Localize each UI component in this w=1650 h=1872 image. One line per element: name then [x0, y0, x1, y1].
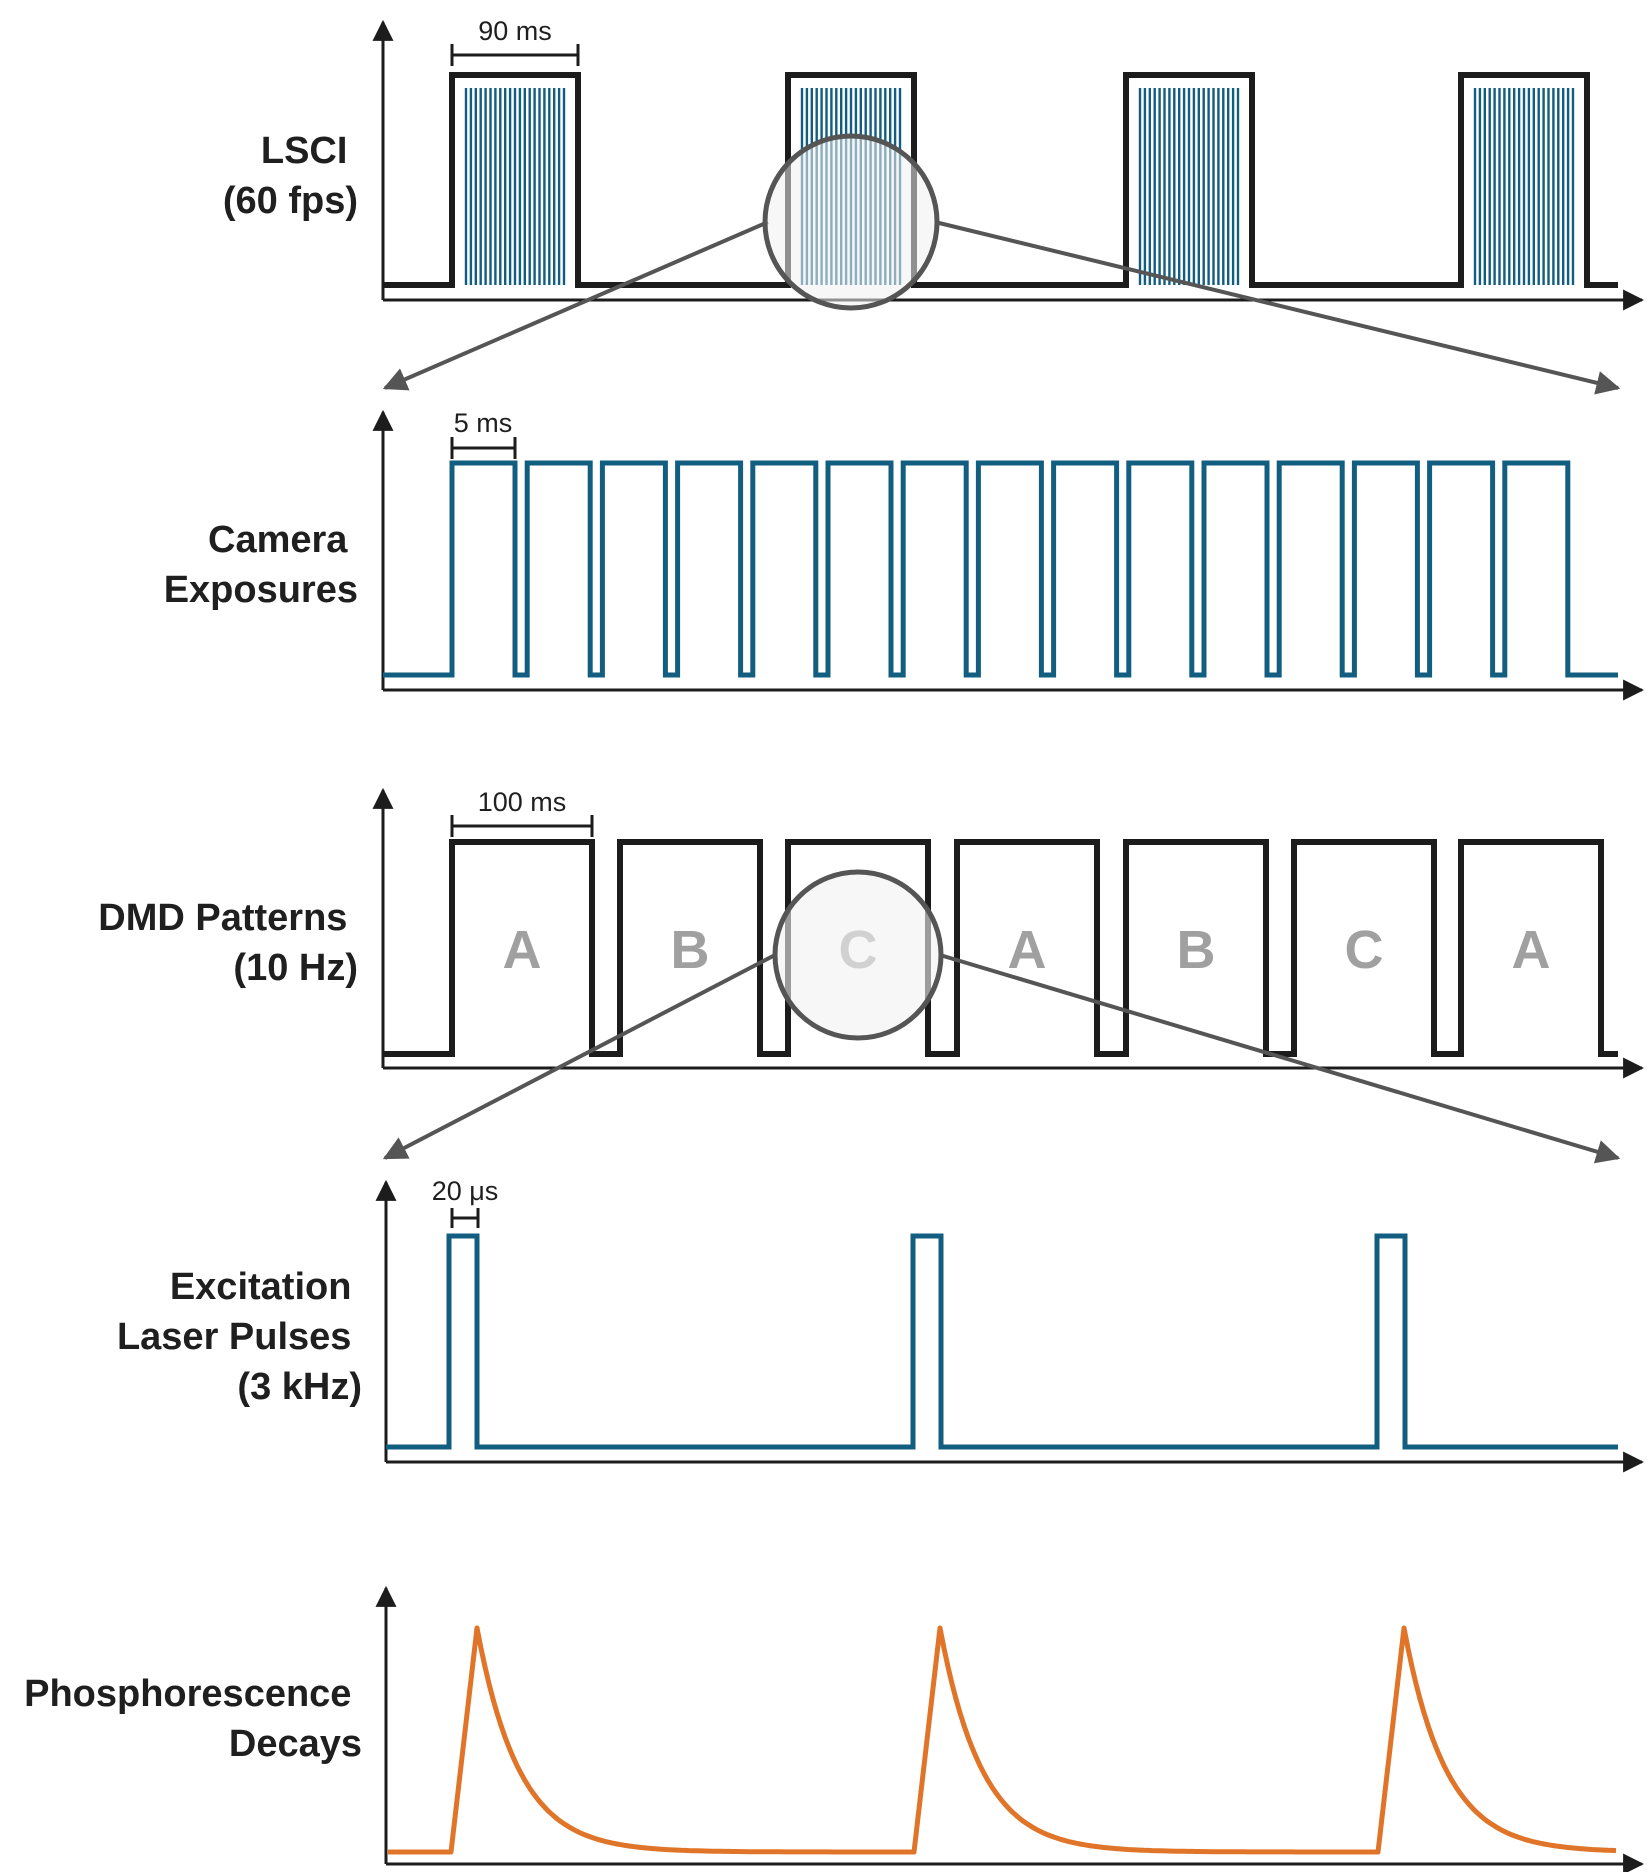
- dmd-pattern-c: C: [1345, 920, 1384, 980]
- zoom-dmd-to-laser: [382, 869, 1621, 1164]
- phosphorescence-axes: [375, 1585, 1645, 1872]
- lsci-fringe-block: [464, 88, 566, 285]
- lsci-row: LSCI (60 fps) 90 ms: [223, 16, 1645, 311]
- dmd-pattern-a: A: [1008, 920, 1047, 980]
- dmd-pattern-a: A: [1512, 920, 1551, 980]
- lsci-scale-bar: 90 ms: [450, 16, 580, 66]
- dmd-waveform: [383, 839, 1618, 1057]
- lsci-label: LSCI (60 fps): [223, 130, 358, 222]
- dmd-scale-bar: 100 ms: [450, 787, 594, 837]
- camera-waveform: [383, 460, 1618, 678]
- laser-axes: [375, 1179, 1645, 1473]
- dmd-row: DMD Patterns (10 Hz) ABCABCA 100 ms: [98, 787, 1645, 1079]
- dmd-magnifier-circle: [772, 869, 944, 1041]
- phosphorescence-label: Phosphorescence Decays: [24, 1673, 362, 1765]
- camera-row: Camera Exposures 5 ms: [164, 408, 1645, 701]
- dmd-pattern-b: B: [1177, 920, 1216, 980]
- dmd-label: DMD Patterns (10 Hz): [98, 897, 358, 989]
- dmd-pattern-letters: ABCABCA: [503, 920, 1551, 980]
- phosphorescence-row: Phosphorescence Decays: [24, 1585, 1645, 1872]
- camera-scale-bar: 5 ms: [450, 408, 517, 459]
- lsci-fringe-block: [1138, 88, 1240, 285]
- dmd-pattern-b: B: [671, 920, 710, 980]
- phosphorescence-waveform: [388, 1625, 1617, 1855]
- camera-label: Camera Exposures: [164, 519, 358, 611]
- zoom-lsci-to-camera: [382, 133, 1621, 395]
- camera-scale-label: 5 ms: [454, 408, 513, 438]
- lsci-scale-label: 90 ms: [478, 16, 552, 46]
- dmd-axes: [372, 787, 1645, 1079]
- laser-scale-bar: 20 μs: [432, 1176, 499, 1228]
- lsci-waveform: [383, 72, 1618, 288]
- laser-waveform: [386, 1233, 1618, 1450]
- camera-axes: [372, 409, 1645, 701]
- dmd-scale-label: 100 ms: [478, 787, 567, 817]
- lsci-fringe-block: [1473, 88, 1575, 285]
- laser-row: Excitation Laser Pulses (3 kHz) 20 μs: [117, 1176, 1645, 1473]
- lsci-exposure-fringes: [464, 88, 1575, 285]
- lsci-magnifier-circle: [762, 133, 940, 311]
- laser-scale-label: 20 μs: [432, 1176, 499, 1206]
- dmd-pattern-a: A: [503, 920, 542, 980]
- lsci-axes: [372, 19, 1645, 311]
- laser-label: Excitation Laser Pulses (3 kHz): [117, 1266, 362, 1408]
